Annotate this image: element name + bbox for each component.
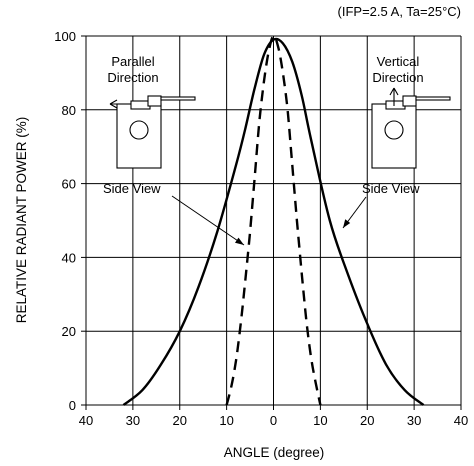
series-line-vertical xyxy=(122,37,425,406)
parallel-direction-diagram: Parallel Direction xyxy=(107,54,196,169)
x-tick-label-7: 30 xyxy=(407,413,421,428)
vertical-package-tab xyxy=(385,100,406,110)
measurement-conditions: (IFP=2.5 A, Ta=25°C) xyxy=(338,4,461,19)
y-tick-label-4: 80 xyxy=(62,103,76,118)
x-axis-label: ANGLE (degree) xyxy=(224,445,325,460)
plot-grid xyxy=(85,35,462,406)
parallel-title-line2: Direction xyxy=(107,70,158,85)
y-axis-label: RELATIVE RADIANT POWER (%) xyxy=(14,117,29,324)
side-view-left-label: Side View xyxy=(103,181,161,196)
y-tick-label-1: 20 xyxy=(62,324,76,339)
x-tick-label-5: 10 xyxy=(313,413,327,428)
parallel-title-line1: Parallel xyxy=(111,54,154,69)
parallel-direction-arrow xyxy=(109,99,131,109)
x-tick-label-0: 40 xyxy=(79,413,93,428)
x-tick-label-6: 20 xyxy=(360,413,374,428)
y-tick-label-5: 100 xyxy=(54,29,76,44)
y-tick-label-2: 40 xyxy=(62,250,76,265)
vertical-direction-diagram: Vertical Direction xyxy=(371,54,451,169)
y-axis-ticks: 0 20 40 60 80 100 xyxy=(54,29,86,413)
vertical-package-lens xyxy=(384,120,404,140)
x-tick-label-1: 30 xyxy=(126,413,140,428)
vertical-title-line2: Direction xyxy=(372,70,423,85)
side-view-left-leader xyxy=(171,195,245,246)
series-line-parallel xyxy=(225,34,322,406)
side-view-right-arrowhead xyxy=(343,219,351,228)
vertical-direction-arrow xyxy=(389,87,399,106)
curves-layer xyxy=(122,34,425,406)
y-tick-label-3: 60 xyxy=(62,177,76,192)
y-tick-label-0: 0 xyxy=(69,398,76,413)
parallel-package-chip xyxy=(147,95,162,107)
vertical-package-chip xyxy=(402,95,417,107)
x-tick-label-4: 0 xyxy=(270,413,277,428)
vertical-title-line1: Vertical xyxy=(377,54,420,69)
parallel-package-lens xyxy=(129,120,149,140)
parallel-package-lead xyxy=(160,96,196,101)
x-axis-ticks: 40 30 20 10 0 10 20 30 40 xyxy=(79,405,468,428)
parallel-package-tab xyxy=(130,100,151,110)
side-view-right-label: Side View xyxy=(362,181,420,196)
side-view-left-arrowhead xyxy=(235,237,244,245)
x-tick-label-8: 40 xyxy=(454,413,468,428)
x-tick-label-3: 10 xyxy=(219,413,233,428)
vertical-package-lead xyxy=(415,96,451,101)
x-tick-label-2: 20 xyxy=(173,413,187,428)
